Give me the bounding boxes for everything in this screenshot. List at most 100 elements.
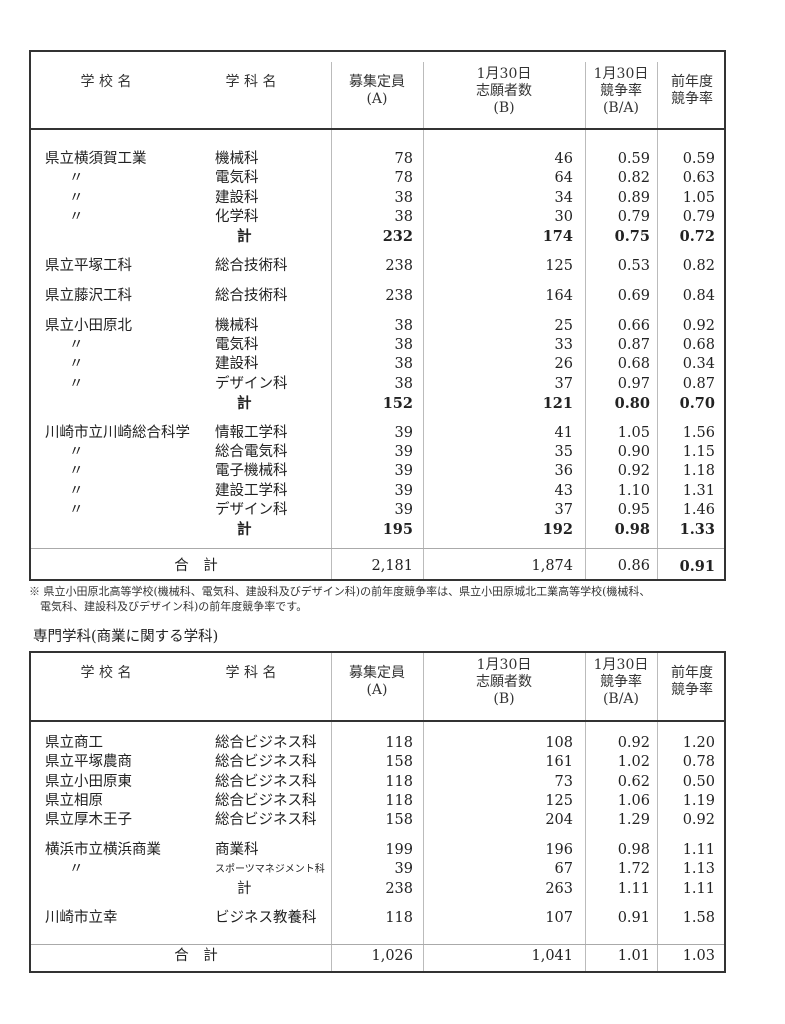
cell-r: 1.29 [617,812,650,829]
total-p: 1.03 [682,948,715,964]
cell-p: 1.05 [682,189,715,206]
column-divider [585,62,586,579]
cell-b: 37 [554,501,573,518]
cell-school: 県立厚木王子 [45,812,132,829]
cell-dept: ビジネス教養科 [215,910,317,927]
cell-p: 0.50 [682,773,715,790]
cell-a: 38 [394,208,413,225]
cell-b: 121 [542,394,573,412]
cell-a: 118 [385,910,413,927]
cell-school: 県立小田原北 [45,317,132,334]
cell-a: 118 [385,792,413,809]
header-capacity: 募集定員 (A) [349,74,405,107]
cell-school: 横浜市立横浜商業 [45,842,161,858]
cell-r: 0.62 [617,773,650,790]
cell-b: 43 [554,482,573,499]
cell-b: 26 [554,356,573,373]
table-row: 計 238 263 1.11 1.11 [31,880,724,899]
cell-a: 152 [382,394,413,412]
cell-a: 38 [394,356,413,373]
cell-dept: 総合ビジネス科 [215,812,317,829]
cell-r: 1.11 [617,880,650,897]
cell-a: 39 [394,861,413,878]
cell-school: 〃 [69,208,84,225]
table-row: 〃 スポーツマネジメント科 39 67 1.72 1.13 [31,860,724,879]
table-row: 〃 デザイン科 38 37 0.97 0.87 [31,375,724,394]
table-row: 県立小田原東 総合ビジネス科 118 73 0.62 0.50 [31,773,724,792]
cell-r: 0.66 [617,317,650,334]
table-row: 県立厚木王子 総合ビジネス科 158 204 1.29 0.92 [31,811,724,830]
cell-p: 1.19 [682,792,715,809]
table-row: 横浜市立横浜商業 商業科 199 196 0.98 1.11 [31,841,724,860]
cell-school: 県立平塚農商 [45,754,132,771]
cell-a: 39 [394,463,413,480]
header-school: 学 校 名 [80,665,132,681]
cell-b: 37 [554,375,573,392]
header-prev-rate: 前年度 競争率 [671,665,713,698]
table-row: 〃 電気科 78 64 0.82 0.63 [31,169,724,188]
cell-a: 39 [394,482,413,499]
cell-dept: 建設科 [215,356,259,373]
cell-p: 0.78 [682,754,715,771]
header-school: 学 校 名 [80,74,132,90]
table-row: 計 152 121 0.80 0.70 [31,394,724,413]
cell-a: 118 [385,735,413,751]
table-row: 〃 電気科 38 33 0.87 0.68 [31,336,724,355]
table-row: 〃 化学科 38 30 0.79 0.79 [31,208,724,227]
cell-r: 0.90 [617,443,650,460]
cell-p: 1.20 [682,735,715,751]
cell-school: 〃 [69,482,84,499]
cell-r: 0.89 [617,189,650,206]
cell-a: 39 [394,443,413,460]
cell-r: 0.69 [617,287,650,304]
cell-p: 1.31 [682,482,715,499]
table-row: 〃 建設科 38 26 0.68 0.34 [31,355,724,374]
cell-r: 0.53 [617,258,650,274]
cell-p: 1.18 [682,463,715,480]
cell-r: 0.98 [614,521,650,539]
table-row: 計 232 174 0.75 0.72 [31,227,724,246]
table-row: 県立横須賀工業 機械科 78 46 0.59 0.59 [31,150,724,169]
cell-b: 36 [554,463,573,480]
cell-b: 263 [545,880,573,897]
cell-dept: 総合電気科 [215,443,288,460]
table-row: 計 195 192 0.98 1.33 [31,520,724,539]
cell-dept: 機械科 [215,317,259,334]
column-divider [423,653,424,971]
cell-school: 県立商工 [45,735,103,751]
cell-r: 0.95 [617,501,650,518]
cell-dept: 総合技術科 [215,258,288,274]
cell-p: 0.72 [679,228,715,246]
cell-a: 38 [394,189,413,206]
cell-a: 39 [394,424,413,441]
cell-a: 38 [394,336,413,353]
cell-school: 〃 [69,861,84,878]
table-row: 〃 建設工学科 39 43 1.10 1.31 [31,482,724,501]
cell-school: 県立横須賀工業 [45,151,147,167]
cell-school: 県立相原 [45,792,103,809]
cell-school: 〃 [69,189,84,206]
cell-dept: 情報工学科 [215,424,288,441]
table-row: 県立藤沢工科 総合技術科 238 164 0.69 0.84 [31,287,724,306]
cell-r: 1.05 [617,424,650,441]
cell-r: 1.72 [617,861,650,878]
footnote: ※ 県立小田原北高等学校(機械科、電気科、建設科及びデザイン科)の前年度競争率は… [29,585,651,613]
cell-r: 0.97 [617,375,650,392]
cell-school: 川崎市立幸 [45,910,118,927]
cell-r: 0.98 [617,842,650,858]
cell-p: 0.59 [682,151,715,167]
table-row: 〃 電子機械科 39 36 0.92 1.18 [31,462,724,481]
cell-r: 0.87 [617,336,650,353]
cell-r: 1.10 [617,482,650,499]
cell-b: 34 [554,189,573,206]
column-divider [331,653,332,971]
cell-dept: 機械科 [215,151,259,167]
cell-school: 県立藤沢工科 [45,287,132,304]
total-r: 0.86 [617,558,650,574]
cell-p: 0.34 [682,356,715,373]
column-divider [423,62,424,579]
total-separator [31,548,724,549]
cell-dept: 建設科 [215,189,259,206]
cell-dept: 総合ビジネス科 [215,773,317,790]
cell-school: 〃 [69,463,84,480]
